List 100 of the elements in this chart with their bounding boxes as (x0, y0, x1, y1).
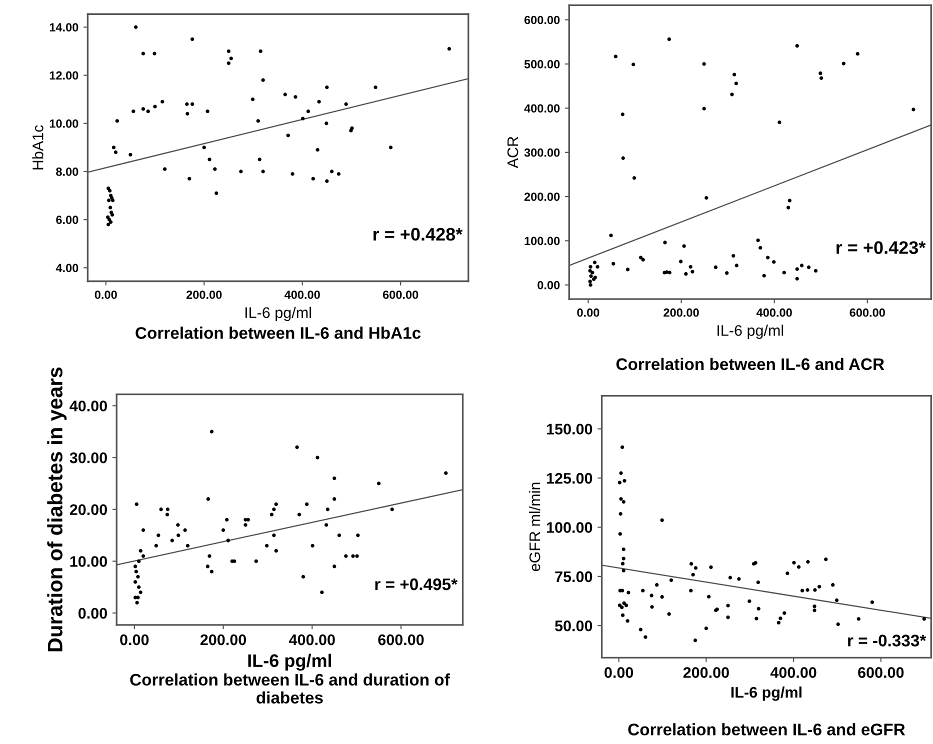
point (762, 274, 766, 278)
point (778, 120, 782, 124)
y-tick-label: 4.00 (56, 264, 78, 272)
y-tick-label: 8.00 (56, 168, 78, 176)
x-tick-label: 200.00 (683, 667, 729, 678)
annotation: r = +0.495* (375, 578, 458, 590)
point (818, 71, 822, 76)
y-tick-label: 400.00 (524, 104, 560, 113)
point (772, 260, 776, 264)
point (668, 270, 672, 274)
annotation: r = +0.428* (373, 228, 463, 241)
y-tick-label: 500.00 (524, 60, 560, 68)
point (795, 276, 799, 281)
point (734, 82, 738, 86)
y-tick-label: 600.00 (524, 16, 560, 24)
point (732, 72, 736, 76)
point (589, 274, 593, 278)
x-tick-label: 400.00 (284, 290, 320, 299)
point (614, 54, 618, 58)
y-tick-label: 40.00 (70, 400, 107, 412)
y-tick-label: 150.00 (546, 424, 592, 435)
y-tick-label: 100.00 (524, 236, 560, 246)
point (667, 37, 672, 42)
point (795, 267, 799, 271)
point (788, 198, 792, 202)
point (620, 112, 624, 116)
x-tick-label: 200.00 (664, 308, 699, 317)
point (758, 246, 762, 250)
point (641, 258, 645, 262)
point (590, 270, 594, 274)
point (806, 265, 811, 270)
y-axis-title: ACR (507, 136, 518, 168)
x-tick-label: 400.00 (770, 667, 816, 678)
point (588, 264, 592, 269)
x-tick-label: 400.00 (756, 308, 792, 317)
text: Correlation between IL-6 and duration of diabetes (130, 673, 450, 704)
x-tick-label: 0.00 (94, 290, 117, 299)
x-tick-label: 600.00 (850, 308, 885, 317)
point (819, 76, 824, 80)
point (588, 268, 592, 273)
y-tick-label: 100.00 (546, 522, 592, 533)
x-axis-title: IL-6 pg/ml (718, 324, 784, 339)
point (632, 62, 636, 66)
y-tick-label: 0.00 (78, 608, 107, 619)
point (912, 108, 916, 112)
x-tick-label: 600.00 (858, 667, 904, 678)
x-tick-label: 600.00 (378, 634, 424, 646)
point (856, 52, 860, 56)
x-tick-label: 0.00 (604, 667, 634, 678)
y-axis-title: Duration of diabetes in years (47, 368, 67, 652)
point (678, 260, 683, 264)
point (734, 264, 738, 268)
x-axis-title: IL-6 pg/ml (731, 686, 802, 701)
point (782, 270, 786, 274)
point (663, 240, 667, 244)
point (596, 264, 600, 269)
x-tick-label: 0.00 (577, 308, 600, 317)
x-tick-label: 0.00 (120, 634, 149, 646)
y-axis-title: HbA1c (32, 125, 44, 170)
point (842, 62, 846, 66)
point (682, 244, 686, 248)
point (592, 260, 597, 264)
point (684, 272, 688, 276)
point (690, 270, 694, 274)
y-tick-label: 10.00 (50, 119, 78, 128)
y-tick-label: 0.00 (538, 280, 560, 290)
point (732, 254, 736, 258)
text: Correlation between IL-6 and HbA1c (136, 326, 421, 339)
point (609, 234, 613, 238)
point (725, 271, 729, 275)
y-tick-label: 75.00 (555, 571, 592, 582)
y-tick-label: 200.00 (524, 192, 560, 201)
y-tick-label: 10.00 (70, 556, 107, 567)
point (795, 44, 799, 48)
point (756, 238, 760, 242)
point (702, 106, 706, 110)
point (766, 256, 770, 260)
x-axis-title: IL-6 pg/ml (245, 306, 311, 322)
point (688, 264, 692, 269)
x-tick-label: 200.00 (200, 634, 246, 646)
point (786, 206, 790, 210)
y-tick-label: 125.00 (546, 472, 592, 484)
point (800, 264, 804, 268)
y-axis-title: eGFR ml/min (529, 482, 540, 572)
annotation: r = -0.333* (848, 634, 926, 646)
point (626, 268, 630, 272)
point (638, 256, 643, 260)
text: Correlation between IL-6 and eGFR (628, 723, 906, 736)
y-tick-label: 30.00 (70, 452, 107, 464)
x-tick-label: 400.00 (289, 634, 335, 646)
point (588, 283, 592, 287)
y-tick-label: 14.00 (50, 23, 78, 32)
x-tick-label: 600.00 (382, 290, 418, 299)
point (714, 265, 718, 270)
x-tick-label: 200.00 (186, 290, 222, 299)
point (611, 262, 616, 266)
point (621, 156, 625, 160)
point (814, 268, 818, 273)
y-tick-label: 300.00 (524, 148, 560, 157)
y-tick-label: 50.00 (555, 620, 592, 632)
